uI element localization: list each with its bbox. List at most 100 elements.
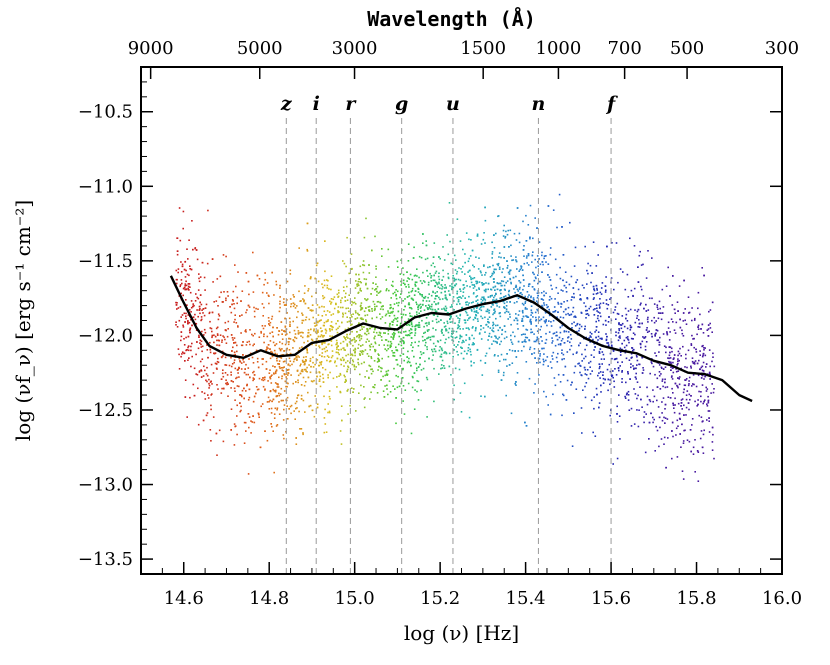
scatter-point [691, 307, 693, 309]
scatter-point [443, 287, 446, 289]
scatter-point [595, 293, 598, 295]
scatter-point [545, 359, 547, 362]
scatter-point [388, 289, 390, 292]
scatter-point [379, 301, 381, 304]
scatter-point [197, 289, 200, 291]
scatter-point [505, 281, 507, 284]
scatter-point [562, 393, 564, 396]
scatter-point [644, 336, 646, 339]
scatter-point [614, 309, 616, 311]
scatter-point [656, 339, 658, 342]
scatter-point [227, 320, 230, 323]
scatter-point [702, 433, 705, 436]
scatter-point [397, 331, 400, 333]
scatter-point [465, 312, 468, 314]
scatter-point [333, 296, 336, 298]
scatter-point [417, 326, 420, 328]
scatter-point [263, 335, 265, 338]
scatter-point [249, 376, 251, 379]
scatter-point [323, 431, 326, 434]
scatter-point [693, 337, 695, 340]
scatter-point [302, 319, 305, 322]
scatter-point [527, 264, 530, 266]
scatter-point [372, 386, 374, 388]
scatter-point [242, 341, 244, 343]
scatter-point [634, 321, 637, 324]
scatter-point [332, 377, 335, 380]
scatter-point [368, 305, 371, 308]
scatter-point [297, 332, 300, 334]
scatter-point [345, 361, 347, 364]
scatter-point [260, 405, 262, 408]
scatter-point [481, 274, 483, 276]
scatter-point [405, 286, 407, 288]
scatter-point [402, 340, 405, 342]
scatter-point [317, 321, 319, 324]
scatter-point [455, 278, 457, 281]
scatter-point [229, 306, 231, 308]
scatter-point [711, 441, 714, 443]
scatter-point [590, 333, 593, 335]
scatter-point [262, 315, 264, 317]
scatter-point [288, 408, 290, 410]
scatter-point [575, 388, 578, 390]
scatter-point [238, 376, 240, 378]
scatter-point [323, 395, 325, 398]
scatter-point [201, 309, 203, 311]
scatter-point [400, 317, 403, 319]
scatter-point [216, 454, 218, 456]
scatter-point [225, 299, 227, 302]
scatter-point [360, 302, 363, 304]
scatter-point [627, 338, 629, 340]
scatter-point [623, 339, 626, 342]
scatter-point [374, 335, 376, 338]
scatter-point [632, 365, 634, 367]
scatter-point [663, 416, 665, 419]
scatter-point [617, 313, 620, 315]
scatter-point [307, 340, 309, 342]
scatter-point [411, 298, 414, 300]
scatter-point [424, 322, 427, 325]
scatter-point [440, 330, 443, 332]
scatter-point [439, 346, 441, 348]
scatter-point [379, 334, 381, 336]
scatter-point [191, 220, 193, 222]
scatter-point [326, 310, 329, 312]
scatter-point [565, 399, 568, 401]
scatter-point [395, 422, 397, 425]
scatter-point [671, 367, 674, 369]
scatter-point [371, 310, 373, 312]
scatter-point [221, 301, 224, 303]
scatter-point [490, 306, 493, 308]
scatter-point [299, 364, 301, 367]
scatter-point [310, 380, 313, 382]
scatter-point [432, 256, 435, 258]
scatter-point [400, 331, 402, 334]
scatter-point [598, 307, 601, 309]
scatter-point [560, 306, 562, 308]
scatter-point [661, 419, 664, 422]
scatter-point [575, 352, 578, 354]
scatter-point [630, 407, 633, 410]
scatter-point [707, 324, 710, 326]
scatter-point [314, 277, 316, 280]
scatter-point [414, 389, 416, 391]
scatter-point [181, 282, 183, 285]
scatter-point [576, 330, 578, 333]
scatter-point [488, 335, 490, 337]
scatter-point [351, 359, 354, 361]
scatter-point [255, 307, 257, 310]
scatter-point [538, 374, 540, 376]
scatter-point [270, 382, 273, 384]
scatter-point [188, 309, 191, 311]
scatter-point [456, 350, 458, 353]
scatter-point [451, 287, 453, 289]
scatter-point [544, 342, 547, 344]
scatter-point [425, 341, 427, 344]
scatter-point [545, 319, 547, 321]
scatter-point [233, 337, 236, 339]
scatter-point [478, 308, 481, 310]
scatter-point [473, 266, 475, 268]
scatter-point [321, 348, 324, 351]
scatter-point [397, 304, 400, 307]
